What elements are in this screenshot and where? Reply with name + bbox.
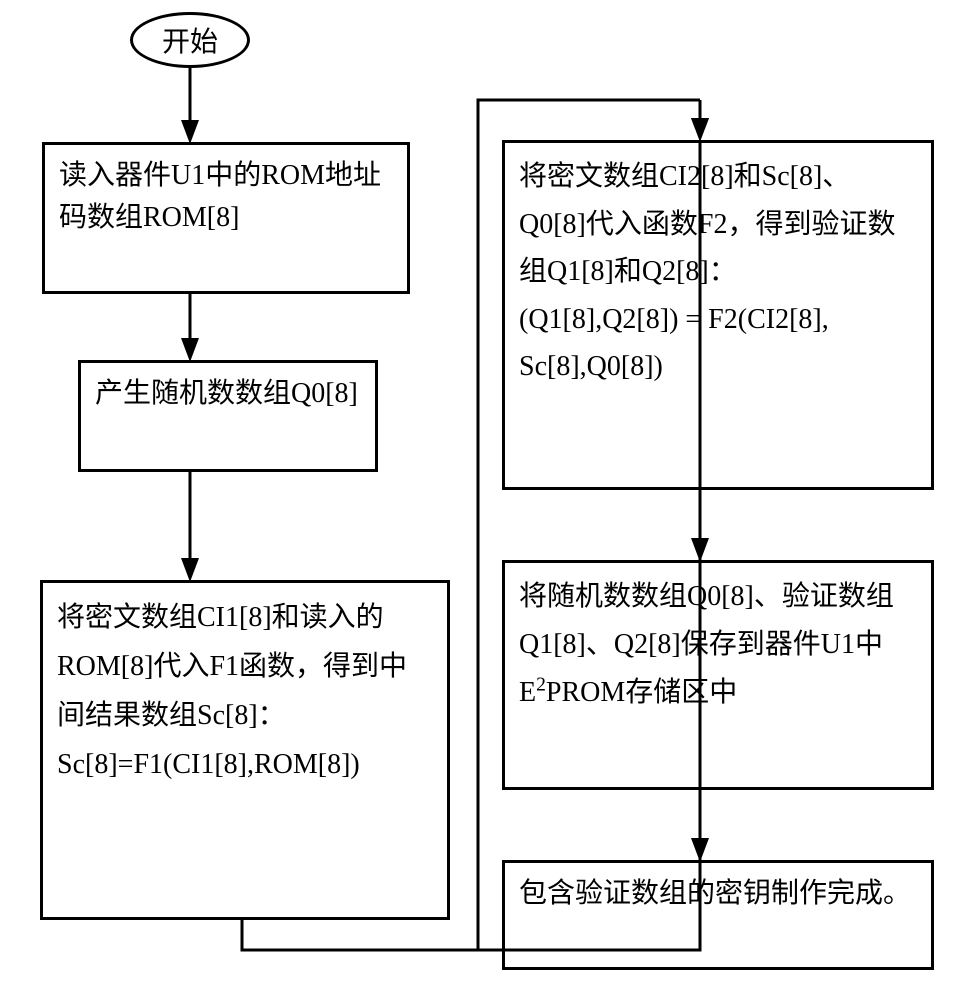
edge-path	[242, 100, 700, 950]
flowchart-edge-n3-n4	[0, 0, 972, 1000]
